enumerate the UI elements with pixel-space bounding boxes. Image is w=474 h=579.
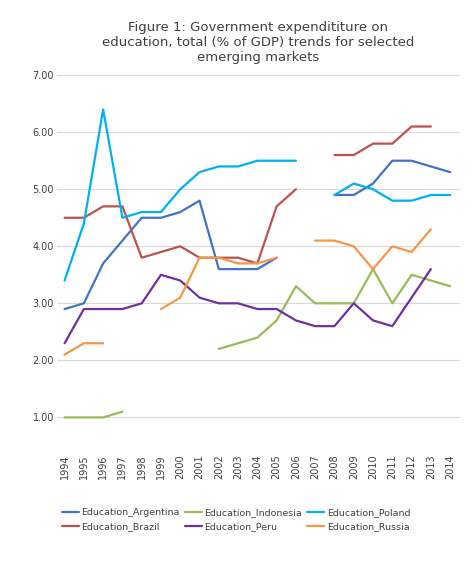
Education_Peru [139,300,145,307]
Education_Peru [216,300,222,307]
Education_Peru [119,306,125,313]
Education_Peru [255,306,260,313]
Education_Peru [177,277,183,284]
Education_Argentina [177,208,183,215]
Education_Brazil [158,248,164,255]
Education_Peru [62,340,67,347]
Education_Poland [177,186,183,193]
Education_Poland [197,168,202,175]
Education_Peru [197,294,202,301]
Education_Brazil [119,203,125,210]
Education_Argentina [139,214,145,221]
Education_Poland [119,214,125,221]
Education_Argentina [100,260,106,267]
Line: Education_Peru: Education_Peru [64,269,431,343]
Education_Brazil [62,214,67,221]
Education_Poland [274,157,280,164]
Education_Brazil [139,254,145,261]
Education_Brazil [100,203,106,210]
Education_Peru [158,272,164,278]
Education_Indonesia [62,414,67,421]
Education_Poland [293,157,299,164]
Education_Indonesia [119,408,125,415]
Education_Peru [293,317,299,324]
Title: Figure 1: Government expendititure on
education, total (% of GDP) trends for sel: Figure 1: Government expendititure on ed… [102,21,415,64]
Education_Argentina [197,197,202,204]
Education_Brazil [197,254,202,261]
Education_Poland [62,277,67,284]
Education_Argentina [119,237,125,244]
Education_Brazil [177,243,183,250]
Education_Brazil [255,260,260,267]
Education_Peru [390,323,395,329]
Education_Poland [216,163,222,170]
Education_Peru [100,306,106,313]
Education_Peru [332,323,337,329]
Education_Brazil [274,203,280,210]
Education_Peru [428,266,434,273]
Education_Poland [81,220,87,227]
Education_Argentina [81,300,87,307]
Education_Peru [351,300,356,307]
Education_Brazil [235,254,241,261]
Education_Indonesia [81,414,87,421]
Education_Argentina [62,306,67,313]
Education_Argentina [274,254,280,261]
Education_Peru [81,306,87,313]
Line: Education_Poland: Education_Poland [64,109,296,280]
Education_Poland [255,157,260,164]
Education_Argentina [255,266,260,273]
Line: Education_Indonesia: Education_Indonesia [64,412,122,417]
Line: Education_Russia: Education_Russia [64,343,103,355]
Education_Poland [100,106,106,113]
Education_Brazil [216,254,222,261]
Education_Russia [81,340,87,347]
Education_Brazil [81,214,87,221]
Education_Argentina [216,266,222,273]
Education_Argentina [235,266,241,273]
Education_Brazil [293,186,299,193]
Line: Education_Brazil: Education_Brazil [64,189,296,263]
Education_Peru [312,323,318,329]
Education_Russia [100,340,106,347]
Education_Argentina [158,214,164,221]
Legend: Education_Argentina, Education_Brazil, Education_Indonesia, Education_Peru, Educ: Education_Argentina, Education_Brazil, E… [62,508,410,531]
Education_Peru [370,317,376,324]
Education_Russia [62,351,67,358]
Education_Poland [139,208,145,215]
Education_Poland [158,208,164,215]
Education_Indonesia [100,414,106,421]
Education_Peru [235,300,241,307]
Line: Education_Argentina: Education_Argentina [64,201,277,309]
Education_Peru [409,294,414,301]
Education_Peru [274,306,280,313]
Education_Poland [235,163,241,170]
